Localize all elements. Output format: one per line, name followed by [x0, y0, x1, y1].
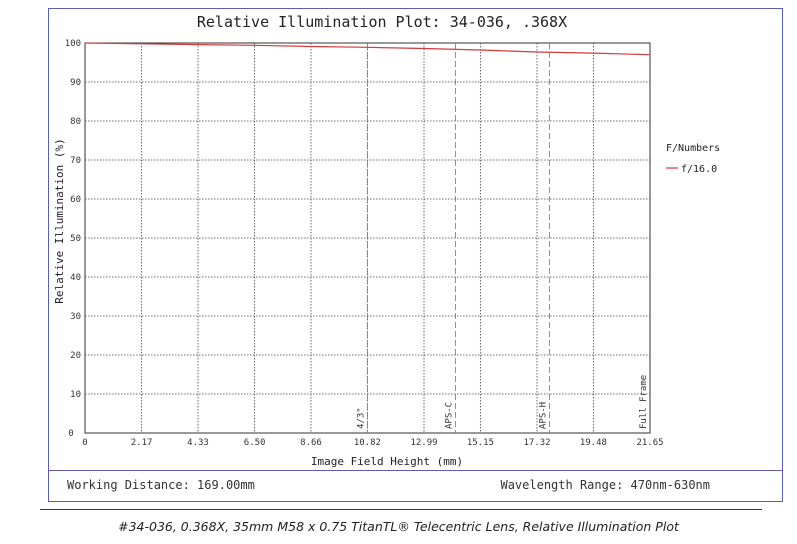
caption-rule [40, 509, 762, 510]
sensor-marker-layer: 4/3" APS-C APS-H Full Frame [356, 43, 649, 433]
working-distance-text: Working Distance: 169.00mm [67, 478, 255, 492]
sensor-marker-label: Full Frame [639, 375, 649, 429]
x-tick-label: 2.17 [131, 438, 153, 448]
chart-title: Relative Illumination Plot: 34-036, .368… [197, 13, 567, 31]
y-tick-label: 100 [65, 39, 81, 49]
legend-title: F/Numbers [666, 143, 720, 154]
y-tick-label: 90 [70, 78, 81, 88]
x-tick-label: 19.48 [580, 438, 607, 448]
x-tick-label: 21.65 [636, 438, 663, 448]
x-tick-label: 15.15 [467, 438, 494, 448]
legend: F/Numbers f/16.0 [666, 143, 720, 175]
series-line [84, 42, 651, 56]
x-tick-label: 12.99 [410, 438, 437, 448]
x-tick-label: 8.66 [300, 438, 322, 448]
x-tick-label: 10.82 [354, 438, 381, 448]
sensor-marker-label: APS-C [445, 402, 455, 429]
origin-tick-label: 0 [68, 429, 73, 439]
x-axis-label: Image Field Height (mm) [311, 455, 463, 468]
x-tick-label: 6.50 [244, 438, 266, 448]
y-tick-label: 70 [70, 156, 81, 166]
y-tick-label: 60 [70, 195, 81, 205]
x-tick-label: 17.32 [523, 438, 550, 448]
y-tick-label: 40 [70, 273, 81, 283]
chart-frame: Relative Illumination Plot: 34-036, .368… [48, 8, 783, 502]
x-tick-label: 4.33 [187, 438, 209, 448]
wavelength-range-text: Wavelength Range: 470nm-630nm [500, 478, 710, 492]
chart-svg: Relative Illumination Plot: 34-036, .368… [53, 13, 720, 468]
y-tick-label: 10 [70, 390, 81, 400]
y-tick-label: 80 [70, 117, 81, 127]
y-axis-label: Relative Illumination (%) [53, 138, 66, 304]
sensor-marker-label: 4/3" [356, 407, 366, 429]
y-tick-label: 20 [70, 351, 81, 361]
sensor-marker-label: APS-H [539, 402, 549, 429]
footer-separator [49, 470, 782, 471]
y-tick-label: 50 [70, 234, 81, 244]
figure-caption: #34-036, 0.368X, 35mm M58 x 0.75 TitanTL… [118, 519, 679, 534]
x-tick-label: 0 [82, 438, 87, 448]
legend-entry-label: f/16.0 [681, 164, 717, 175]
y-tick-label: 30 [70, 312, 81, 322]
tick-layer: 0 2.17 4.33 6.50 8.66 10.82 12.99 15.15 17.32 19.… [65, 39, 664, 448]
series-layer [84, 42, 651, 56]
